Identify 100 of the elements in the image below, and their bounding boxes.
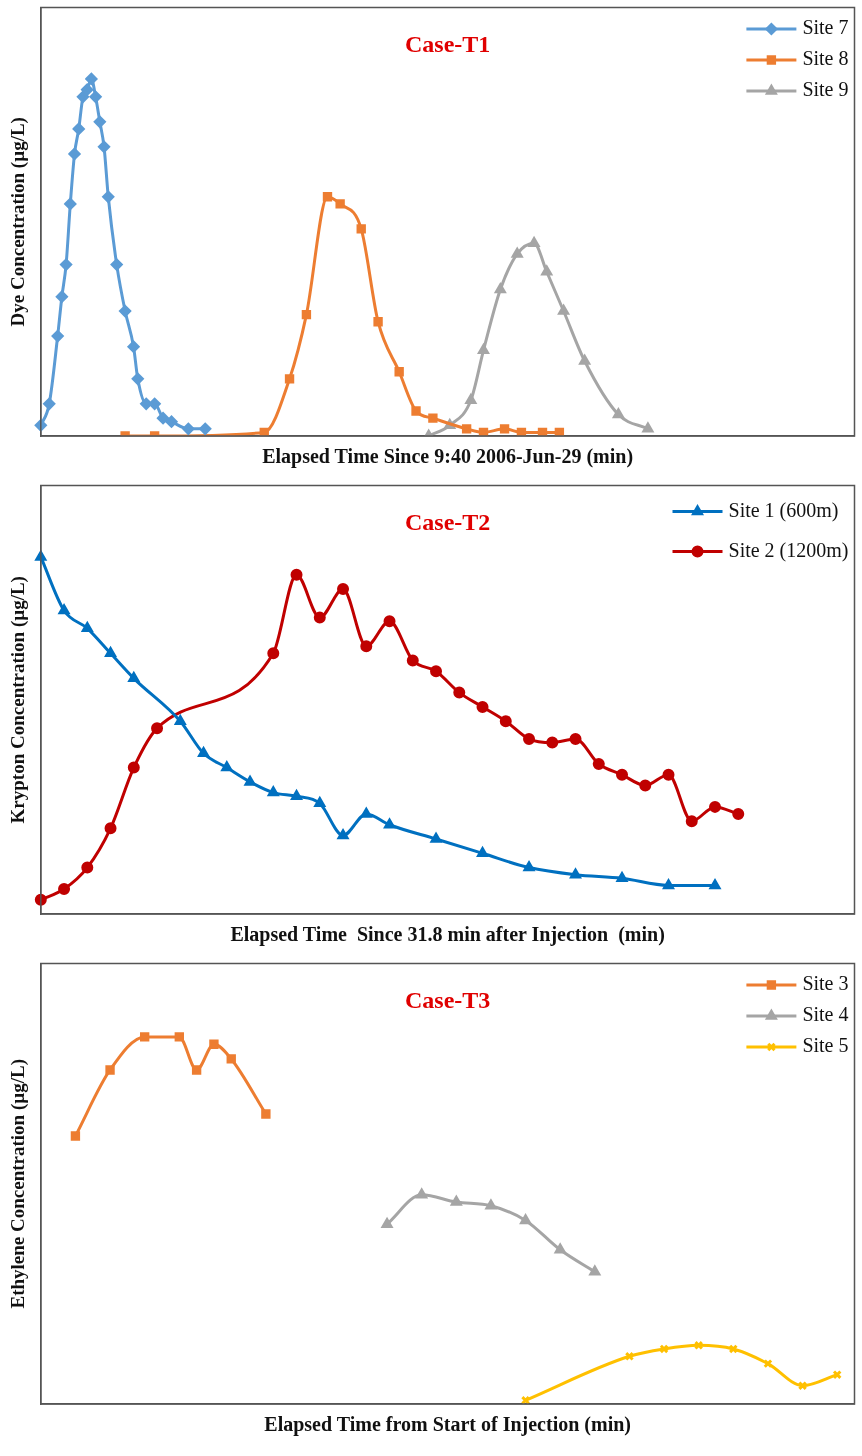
point [226, 1054, 236, 1064]
point [102, 190, 115, 203]
point [511, 247, 523, 258]
point [461, 424, 472, 434]
point [93, 115, 106, 128]
point [68, 147, 81, 160]
point [81, 83, 94, 96]
point [569, 733, 582, 746]
point [537, 427, 548, 436]
chart-title: Case-T1 [404, 30, 491, 57]
point [131, 372, 144, 385]
point [554, 1243, 566, 1254]
point [478, 344, 489, 355]
point [485, 1199, 497, 1210]
point [570, 868, 581, 879]
point [592, 758, 605, 771]
point [356, 224, 366, 234]
legend-label: Site 9 [802, 78, 849, 101]
point [709, 800, 722, 813]
point [516, 427, 527, 436]
point [174, 1032, 184, 1042]
y-axis-title: Ethylene Concentration (µg/L) [7, 1059, 30, 1309]
point [72, 122, 85, 135]
point [284, 374, 295, 384]
point [35, 550, 47, 561]
point [394, 367, 404, 377]
point [335, 199, 345, 209]
y-axis-title: Krypton Concentration (µg/L) [7, 576, 30, 824]
y-axis-title: Dye Concentration (µg/L) [7, 117, 30, 327]
point [127, 761, 140, 774]
point [360, 640, 373, 653]
point [694, 1340, 704, 1350]
point [589, 1265, 601, 1276]
point [337, 829, 349, 840]
x-axis-title: Elapsed Time Since 9:40 2006-Jun-29 (min) [262, 445, 634, 469]
point [411, 406, 421, 416]
point [499, 424, 510, 434]
point [244, 775, 256, 786]
point [105, 1065, 115, 1075]
point [119, 305, 132, 318]
point [81, 861, 94, 874]
point [199, 422, 212, 435]
point [267, 647, 280, 660]
point [639, 779, 652, 792]
point [140, 1032, 150, 1042]
point [453, 686, 466, 699]
point [51, 330, 64, 343]
chart-title: Case-T3 [404, 986, 491, 1013]
chart-title: Case-T2 [404, 508, 491, 535]
legend-label: Site 2 (1200m) [728, 538, 849, 562]
point [662, 768, 675, 781]
legend-label: Site 1 (600m) [728, 498, 839, 522]
legend-label: Site 3 [802, 972, 849, 995]
point [89, 90, 102, 103]
point [616, 768, 629, 781]
point [58, 883, 71, 895]
point [43, 397, 56, 410]
point [523, 733, 536, 746]
point [157, 412, 170, 425]
x-axis-title: Elapsed Time from Start of Injection (min) [264, 1413, 631, 1437]
point [383, 615, 396, 628]
point [642, 422, 654, 433]
point [709, 879, 721, 890]
point [685, 815, 698, 828]
point [322, 192, 333, 202]
legend-label: Site 4 [802, 1003, 849, 1026]
point [58, 604, 70, 615]
point [182, 422, 195, 435]
point [70, 1131, 81, 1141]
point [267, 786, 279, 797]
point [465, 394, 477, 405]
point [221, 761, 233, 772]
point [373, 317, 383, 327]
point [428, 413, 438, 423]
point [546, 736, 559, 749]
point [381, 1218, 393, 1228]
point [406, 654, 419, 667]
point [209, 1039, 219, 1049]
point [104, 822, 117, 835]
point [261, 1109, 271, 1119]
legend-label: Site 7 [802, 16, 849, 39]
point [499, 715, 512, 728]
point [494, 283, 506, 294]
point [541, 265, 553, 276]
point [110, 258, 123, 271]
point [127, 340, 140, 353]
point [191, 1065, 202, 1075]
point [732, 808, 745, 821]
point [520, 1214, 531, 1225]
point [313, 611, 326, 624]
point [554, 427, 565, 436]
point [476, 700, 489, 713]
point [613, 408, 624, 419]
legend-label: Site 8 [802, 47, 849, 70]
x-axis-title: Elapsed Time Since 31.8 min after Injection (min) [230, 923, 665, 947]
point [663, 879, 674, 890]
point [76, 90, 89, 103]
point [430, 665, 443, 678]
point [301, 309, 312, 320]
point [151, 722, 164, 735]
